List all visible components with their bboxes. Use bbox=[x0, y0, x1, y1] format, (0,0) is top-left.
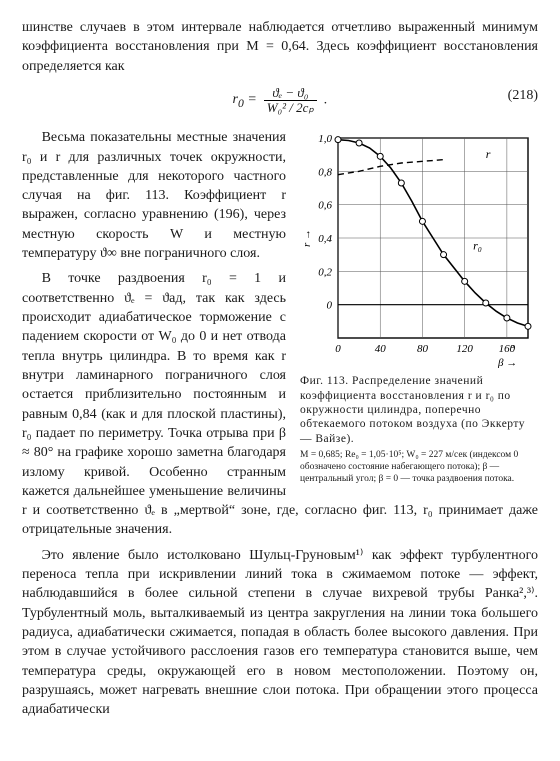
svg-text:1,0: 1,0 bbox=[318, 133, 332, 145]
eq-numerator: ϑₑ − ϑ₀ bbox=[264, 86, 317, 101]
svg-text:40: 40 bbox=[375, 343, 387, 355]
svg-text:120: 120 bbox=[456, 343, 473, 355]
eq-period: . bbox=[320, 92, 327, 107]
svg-text:β →: β → bbox=[497, 357, 517, 368]
figure-meta: M = 0,685; Re₀ = 1,05·10⁵; W₀ = 227 м/се… bbox=[300, 450, 538, 486]
svg-text:0: 0 bbox=[327, 300, 333, 312]
svg-text:0,2: 0,2 bbox=[318, 267, 332, 279]
svg-text:r →: r → bbox=[301, 229, 313, 247]
equation-218: r0 = ϑₑ − ϑ₀ W₀² / 2cₚ . (218) bbox=[22, 86, 538, 114]
equation-number: (218) bbox=[508, 86, 538, 105]
svg-text:°: ° bbox=[510, 343, 515, 355]
figure-caption-text: Фиг. 113. Распределение значений коэффиц… bbox=[300, 375, 525, 445]
svg-text:r₀: r₀ bbox=[473, 239, 482, 253]
svg-text:0,4: 0,4 bbox=[318, 233, 332, 245]
svg-text:r: r bbox=[486, 147, 491, 161]
figure-113-svg: 04080120160°00,20,40,60,81,0rr₀β →r → bbox=[300, 130, 538, 368]
paragraph-4: Это явление было истолковано Шульц-Груно… bbox=[22, 546, 538, 720]
svg-text:0,6: 0,6 bbox=[318, 200, 332, 212]
svg-text:0,8: 0,8 bbox=[318, 167, 332, 179]
eq-lhs: r0 = bbox=[233, 92, 261, 107]
figure-113: 04080120160°00,20,40,60,81,0rr₀β →r → Фи… bbox=[300, 130, 538, 486]
paragraph-1: шинстве случаев в этом интервале наблюда… bbox=[22, 18, 538, 76]
svg-text:80: 80 bbox=[417, 343, 429, 355]
svg-text:0: 0 bbox=[335, 343, 341, 355]
eq-fraction: ϑₑ − ϑ₀ W₀² / 2cₚ bbox=[264, 86, 317, 114]
figure-caption: Фиг. 113. Распределение значений коэффиц… bbox=[300, 374, 538, 446]
eq-denominator: W₀² / 2cₚ bbox=[264, 101, 317, 115]
